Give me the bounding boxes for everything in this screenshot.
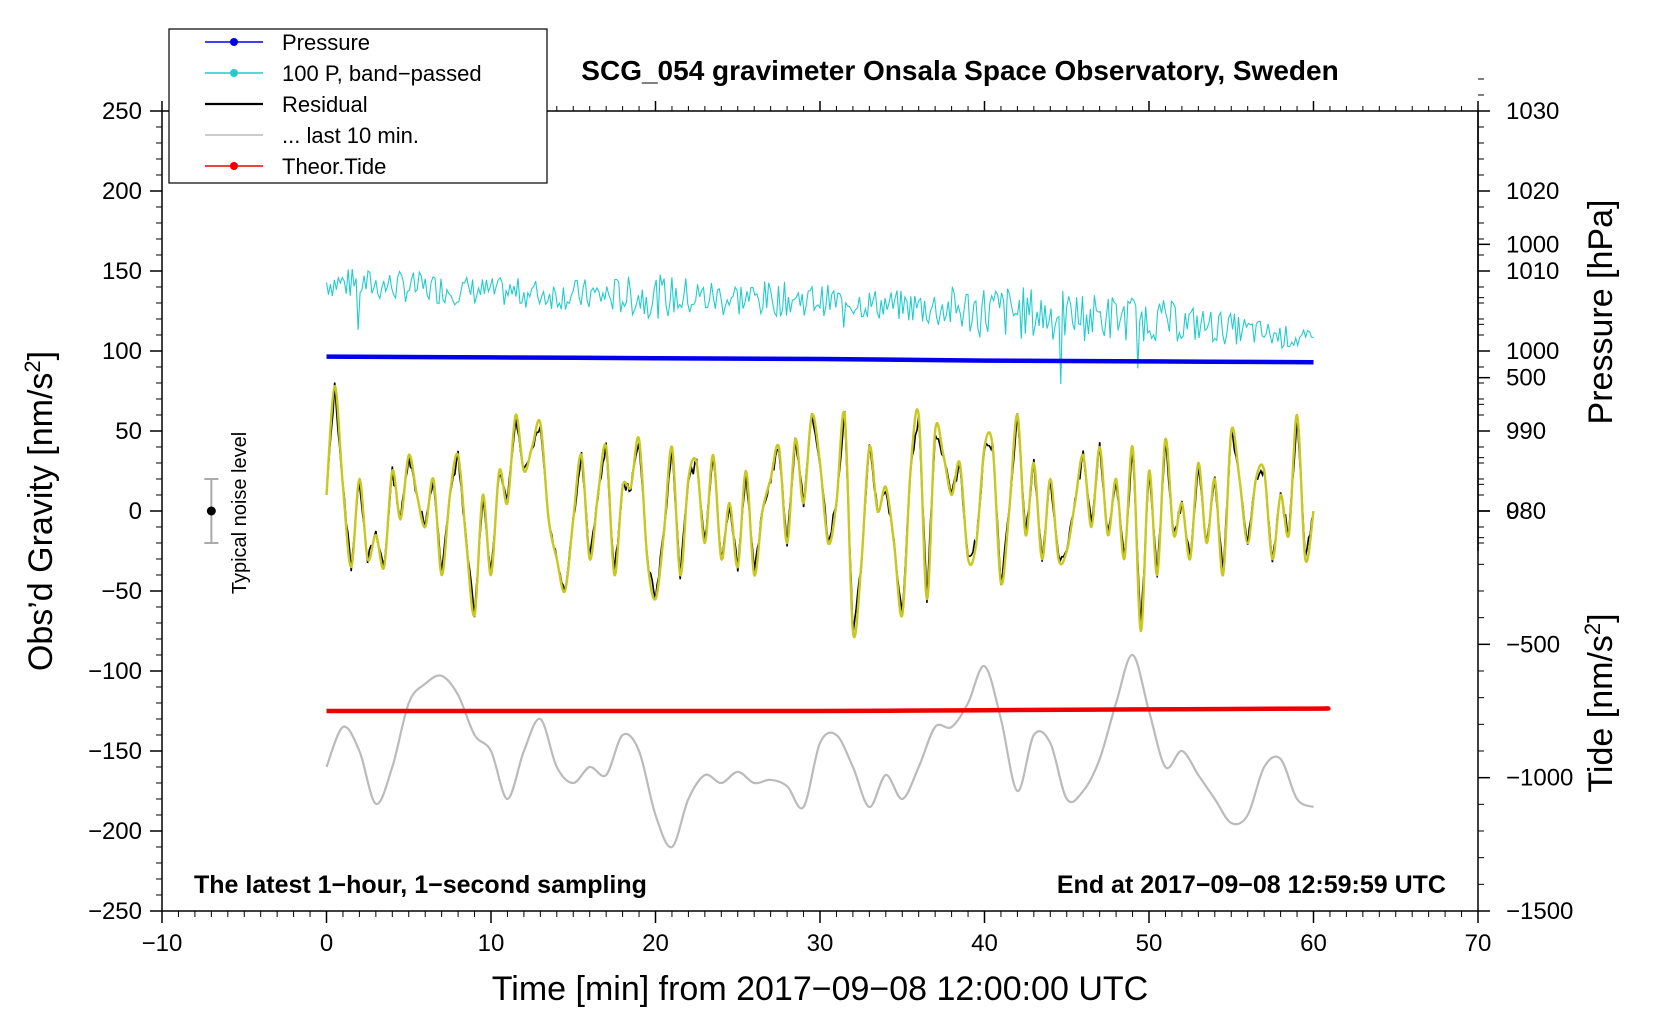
y-tick-label: 200 (102, 178, 142, 205)
pressure-tick-label: 1020 (1506, 178, 1559, 205)
tide-tick-label: 0 (1506, 498, 1519, 525)
annotation-latest-hour: The latest 1−hour, 1−second sampling (194, 871, 647, 899)
legend-label: Pressure (282, 30, 370, 55)
x-tick-label: 30 (807, 930, 834, 957)
noise-level-label: Typical noise level (229, 432, 251, 594)
y-axis-label-left: Obs’d Gravity [nm/s2] (20, 351, 60, 671)
tide-tick-label: 500 (1506, 365, 1546, 392)
x-tick-label: −10 (142, 930, 183, 957)
y-axis-label-left-sup: 2 (20, 360, 45, 372)
x-axis-label: Time [min] from 2017−09−08 12:00:00 UTC (492, 970, 1148, 1008)
series-pressure (326, 354, 1314, 365)
series-residual-smoothed (325, 384, 1315, 639)
legend-marker (230, 38, 238, 46)
y-tick-label: 100 (102, 338, 142, 365)
legend-label: Residual (282, 92, 368, 117)
series-theor-tide (326, 706, 1331, 714)
x-axis-tick-labels: −10 0 10 20 30 40 50 60 70 (142, 930, 1492, 957)
annotation-end-time: End at 2017−09−08 12:59:59 UTC (1057, 871, 1446, 899)
x-tick-label: 10 (478, 930, 505, 957)
tide-axis-label-main: Tide [nm/s (1582, 635, 1620, 792)
series-band-passed-pressure (325, 269, 1314, 385)
legend-box (168, 28, 548, 184)
y-tick-label: 150 (102, 258, 142, 285)
tide-tick-label: −1500 (1506, 898, 1573, 925)
legend-label: ... last 10 min. (282, 123, 419, 148)
x-tick-label: 70 (1465, 930, 1492, 957)
x-tick-label: 20 (642, 930, 669, 957)
y-tick-label: −200 (88, 818, 142, 845)
pressure-axis-label: Pressure [hPa] (1582, 200, 1620, 425)
pressure-tick-label: 980 (1506, 498, 1546, 525)
tide-axis-label: Tide [nm/s2] (1580, 613, 1620, 792)
series-last-10-min (325, 653, 1314, 849)
y-tick-label: −250 (88, 898, 142, 925)
y-tick-label: 50 (115, 418, 142, 445)
pressure-tick-label: 990 (1506, 418, 1546, 445)
y-tick-label: −150 (88, 738, 142, 765)
series-layer (325, 269, 1331, 849)
pressure-tick-label: 1010 (1506, 258, 1559, 285)
y-axis-label-left-tail: ] (22, 351, 60, 360)
x-tick-label: 40 (971, 930, 998, 957)
series-residual (325, 382, 1313, 635)
y-tick-label: −50 (101, 578, 142, 605)
pressure-tick-label: 1030 (1506, 98, 1559, 125)
pressure-tick-label: 1000 (1506, 338, 1559, 365)
x-tick-label: 50 (1136, 930, 1163, 957)
tide-tick-label: 1000 (1506, 231, 1559, 258)
legend-marker (230, 69, 238, 77)
chart-title: SCG_054 gravimeter Onsala Space Observat… (581, 55, 1338, 86)
legend-label: Theor.Tide (282, 154, 386, 179)
axis-ticks (150, 78, 1490, 923)
legend-marker (230, 162, 238, 170)
noise-level-bar (204, 478, 219, 544)
tide-axis-label-tail: ] (1582, 613, 1620, 622)
tide-tick-label: −500 (1506, 631, 1560, 658)
y-axis-tick-labels: 250 200 150 100 50 0 −50 −100 −150 −200 −250 (88, 98, 142, 925)
legend-label: 100 P, band−passed (282, 61, 482, 86)
y-tick-label: 250 (102, 98, 142, 125)
y-tick-label: −100 (88, 658, 142, 685)
legend: Pressure 100 P, band−passed Residual ... la… (168, 28, 548, 184)
tide-tick-label: −1000 (1506, 765, 1573, 792)
tide-axis-label-sup: 2 (1580, 623, 1605, 635)
x-tick-label: 0 (320, 930, 333, 957)
y-axis-label-left-main: Obs’d Gravity [nm/s (22, 373, 60, 672)
y-tick-label: 0 (129, 498, 142, 525)
x-tick-label: 60 (1300, 930, 1327, 957)
plot-frame (161, 110, 1479, 912)
noise-bar-center-dot (206, 506, 216, 516)
